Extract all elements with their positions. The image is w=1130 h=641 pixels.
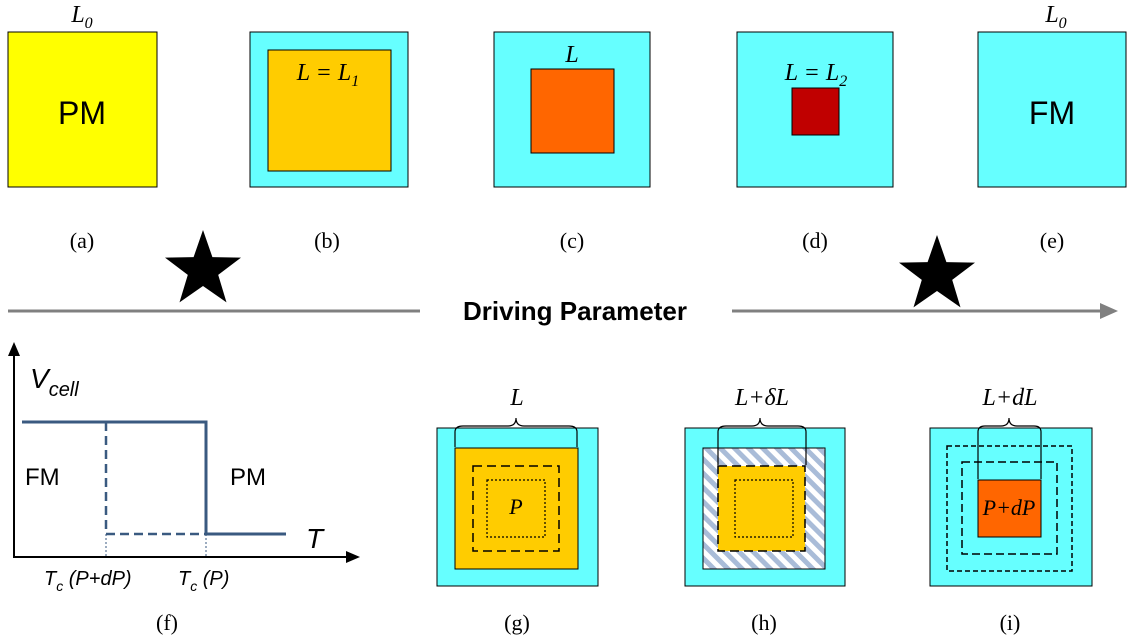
panel-d: L = L2 (d) — [736, 31, 894, 253]
region-fm-label: FM — [25, 464, 60, 491]
panel-i-inner-label: P+dP — [982, 495, 1036, 520]
x-axis-label: T — [306, 523, 325, 554]
panel-a-top-label: L0 — [70, 2, 92, 32]
tick-tc-pdp: Tc (P+dP) — [44, 568, 132, 594]
nucleus-c — [530, 68, 615, 154]
caption-f: (f) — [156, 610, 178, 635]
caption-e: (e) — [1040, 228, 1064, 253]
panel-h: L+δL (h) — [684, 385, 846, 635]
caption-c: (c) — [560, 228, 584, 253]
dotted-boundary-h — [734, 479, 794, 538]
nucleus-h — [717, 465, 806, 552]
panel-i: P+dP L+dL (i) — [929, 385, 1093, 635]
panel-c-top-label: L — [564, 42, 578, 68]
caption-d: (d) — [802, 228, 828, 253]
brace-h — [717, 417, 807, 465]
panel-e: L0 FM (e) — [977, 2, 1127, 253]
fm-square — [977, 31, 1127, 188]
dotted-boundary-g — [486, 479, 546, 538]
dashed-boundary-g — [472, 465, 560, 552]
pm-label: PM — [58, 95, 106, 131]
panel-b: L = L1 (b) — [249, 31, 409, 253]
panel-a: L0 PM (a) — [7, 2, 158, 253]
caption-a: (a) — [70, 228, 94, 253]
caption-i: (i) — [1000, 610, 1021, 635]
caption-b: (b) — [314, 228, 340, 253]
brace-g — [454, 417, 578, 447]
vcell-curve-p-dp — [104, 422, 206, 536]
caption-h: (h) — [751, 610, 777, 635]
y-axis-label: Vcell — [30, 363, 79, 401]
panel-g-top-label: L — [509, 385, 523, 411]
panel-g: P L (g) — [436, 385, 599, 635]
y-axis-arrowhead — [8, 342, 20, 356]
nucleus-b — [267, 49, 392, 172]
x-axis-arrowhead — [346, 551, 360, 563]
panel-h-top-label: L+δL — [734, 385, 789, 411]
panel-d-top-label: L = L2 — [784, 60, 847, 90]
nucleus-d — [791, 87, 840, 136]
pm-square — [7, 31, 158, 188]
caption-g: (g) — [504, 610, 530, 635]
brace-i — [977, 417, 1042, 479]
axis-arrowhead — [1100, 303, 1118, 319]
plot-f: Vcell T FM PM Tc (P+dP) Tc (P) (f) — [8, 342, 360, 635]
panel-g-inner-label: P — [508, 494, 522, 519]
driving-parameter-label: Driving Parameter — [463, 296, 687, 326]
vcell-curve-p — [22, 420, 286, 536]
dashed-outer-i — [946, 445, 1073, 572]
panel-b-inner-label: L = L1 — [296, 60, 359, 90]
driving-parameter-axis: Driving Parameter — [8, 230, 1118, 326]
dashed-mid-i — [961, 461, 1058, 555]
fm-label: FM — [1029, 95, 1075, 131]
star-left-icon — [165, 230, 241, 303]
region-pm-label: PM — [230, 464, 266, 491]
nucleus-i — [977, 479, 1042, 538]
panel-e-top-label: L0 — [1044, 2, 1066, 32]
nucleus-g — [454, 447, 579, 570]
panel-c: L (c) — [493, 31, 651, 253]
tick-tc-p: Tc (P) — [178, 568, 229, 594]
star-right-icon — [899, 235, 975, 308]
panel-i-top-label: L+dL — [982, 385, 1038, 411]
